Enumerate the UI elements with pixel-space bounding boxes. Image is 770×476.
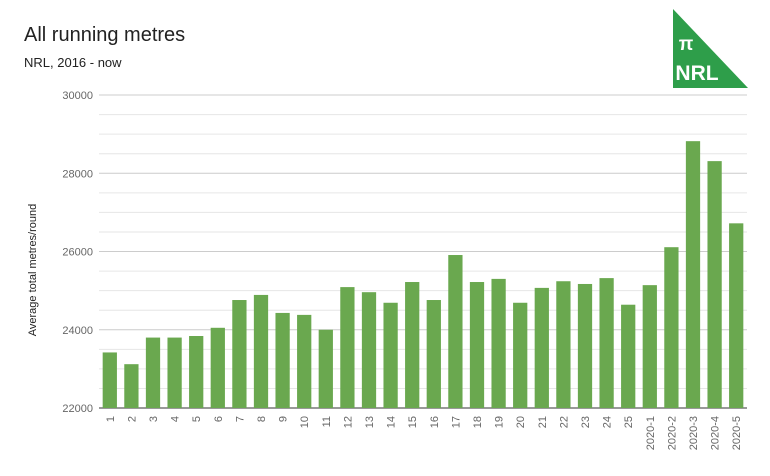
- x-tick-label: 11: [321, 416, 333, 427]
- bar: [513, 302, 528, 408]
- bar: [685, 141, 701, 409]
- bar: [707, 161, 722, 408]
- bars: [102, 141, 744, 409]
- x-tick-label: 19: [494, 416, 506, 428]
- x-tick-label: 9: [278, 416, 290, 422]
- x-tick-label: 6: [213, 416, 225, 422]
- y-axis-label: Average total metres/round: [27, 204, 39, 336]
- bar: [232, 300, 247, 408]
- y-tick-label: 24000: [62, 325, 93, 337]
- bar: [318, 329, 333, 408]
- x-tick-label: 4: [170, 416, 182, 422]
- logo: π NRL: [673, 9, 748, 88]
- x-tick-label: 12: [342, 416, 354, 428]
- x-axis-ticks: 1 2 3 4 5 6 7 8 9 10 11 12 13 14 15 16 17 18 19 20 21 22 23 24 2…: [105, 416, 743, 450]
- x-tick-label: 20: [515, 416, 527, 428]
- logo-pi-symbol: π: [679, 34, 694, 55]
- bar: [102, 352, 117, 408]
- x-tick-label: 23: [580, 416, 592, 428]
- bar: [167, 337, 182, 408]
- bar: [210, 327, 225, 408]
- x-tick-label: 8: [256, 416, 268, 422]
- bar: [253, 294, 269, 408]
- bar: [361, 292, 377, 408]
- bar: [599, 278, 614, 408]
- x-tick-label: 13: [364, 416, 376, 428]
- x-tick-label: 2020-2: [666, 416, 678, 450]
- x-tick-label: 3: [148, 416, 160, 422]
- bar: [491, 278, 506, 408]
- bar: [189, 336, 204, 408]
- y-tick-label: 22000: [62, 403, 93, 415]
- y-tick-label: 28000: [62, 168, 93, 180]
- x-tick-label: 24: [602, 416, 614, 428]
- bar: [275, 312, 290, 408]
- x-tick-label: 16: [429, 416, 441, 428]
- x-tick-label: 2: [126, 416, 138, 422]
- x-tick-label: 14: [386, 416, 398, 428]
- y-tick-label: 30000: [62, 90, 93, 102]
- x-tick-label: 25: [623, 416, 635, 428]
- bar: [426, 300, 441, 408]
- x-tick-label: 2020-1: [645, 416, 657, 450]
- x-tick-label: 1: [105, 416, 117, 422]
- x-tick-label: 2020-5: [731, 416, 743, 450]
- chart-title: All running metres: [24, 24, 186, 46]
- x-tick-label: 21: [537, 416, 549, 428]
- x-tick-label: 15: [407, 416, 419, 428]
- gridlines: [99, 94, 747, 409]
- chart-subtitle: NRL, 2016 - now: [24, 55, 122, 70]
- logo-text: NRL: [675, 62, 718, 85]
- bar: [664, 247, 679, 408]
- y-tick-label: 26000: [62, 247, 93, 259]
- bar: [448, 255, 463, 408]
- bar: [145, 337, 161, 408]
- y-axis-ticks: 22000 24000 26000 28000 30000: [62, 90, 93, 415]
- bar: [621, 304, 636, 408]
- x-tick-label: 10: [299, 416, 311, 428]
- bar: [729, 223, 744, 408]
- bar: [534, 287, 549, 408]
- bar: [469, 282, 485, 408]
- bar: [577, 283, 593, 408]
- bar: [340, 287, 355, 408]
- bar: [405, 282, 420, 408]
- x-tick-label: 22: [558, 416, 570, 428]
- x-tick-label: 17: [450, 416, 462, 428]
- x-tick-label: 18: [472, 416, 484, 428]
- bar: [297, 314, 312, 408]
- bar: [124, 364, 139, 408]
- x-tick-label: 2020-4: [710, 416, 722, 450]
- bar: [383, 302, 398, 408]
- bar: [642, 285, 657, 408]
- bar: [556, 281, 571, 408]
- x-tick-label: 7: [234, 416, 246, 422]
- x-tick-label: 2020-3: [688, 416, 700, 450]
- logo-triangle: [673, 9, 748, 88]
- x-tick-label: 5: [191, 416, 203, 422]
